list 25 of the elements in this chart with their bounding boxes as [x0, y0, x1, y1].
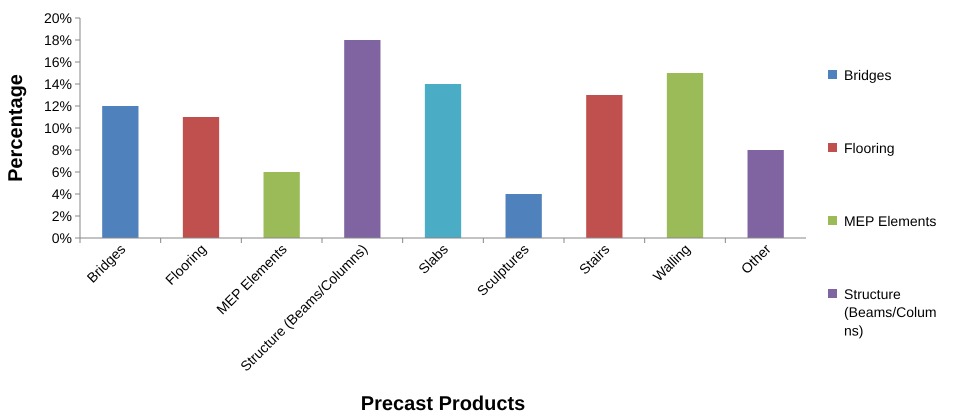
y-tick-label: 14% — [44, 76, 72, 92]
bar — [666, 73, 704, 238]
bar — [424, 84, 462, 238]
bar — [506, 194, 542, 238]
y-tick-label: 18% — [44, 32, 72, 48]
y-tick-label: 8% — [52, 142, 72, 158]
y-tick-label: 6% — [52, 164, 72, 180]
y-tick-label: 4% — [52, 186, 72, 202]
y-tick-label: 10% — [44, 120, 72, 136]
y-tick-label: 12% — [44, 98, 72, 114]
bar — [182, 117, 220, 238]
legend-label: MEP Elements — [844, 212, 936, 229]
bar — [264, 172, 300, 238]
bar — [748, 150, 784, 238]
y-axis-title: Percentage — [5, 74, 27, 182]
bar — [344, 40, 380, 238]
x-axis-title: Precast Products — [360, 393, 526, 415]
y-tick-label: 0% — [52, 230, 72, 246]
bar — [586, 95, 622, 238]
legend-label: Bridges — [844, 66, 892, 83]
y-tick-label: 16% — [44, 54, 72, 70]
bar — [102, 106, 138, 238]
legend-label: Flooring — [844, 140, 895, 156]
y-tick-label: 2% — [52, 208, 72, 224]
y-tick-label: 20% — [44, 10, 72, 26]
